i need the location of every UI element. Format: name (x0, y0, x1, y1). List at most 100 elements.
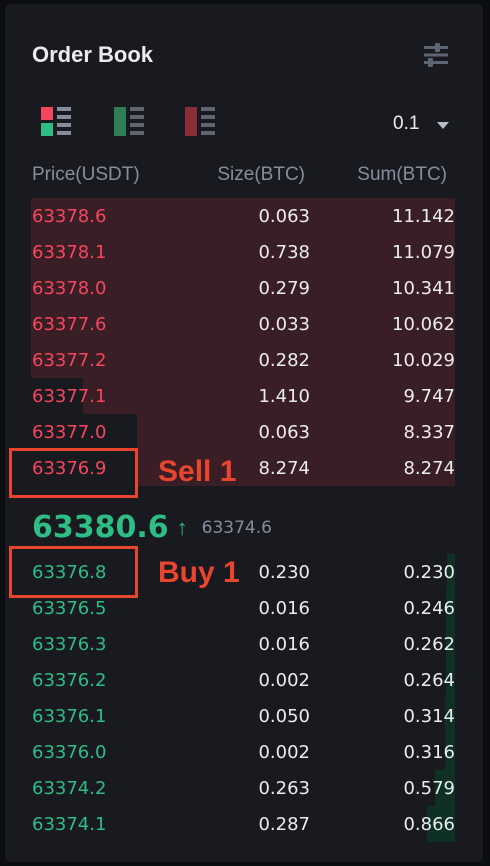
ask-size: 8.274 (258, 458, 310, 479)
layout-buy-icon[interactable] (114, 107, 144, 137)
ask-size: 0.063 (258, 206, 310, 227)
ask-row[interactable]: 63377.6 0.033 10.062 (5, 306, 483, 342)
ask-sum: 10.029 (392, 350, 455, 371)
ask-price: 63376.9 (32, 458, 107, 479)
bid-row[interactable]: 63374.1 0.287 0.866 (5, 806, 483, 842)
sell-1-label: Sell 1 (158, 455, 237, 488)
bid-size: 0.050 (258, 706, 310, 727)
ask-size: 0.033 (258, 314, 310, 335)
bid-sum: 0.230 (403, 562, 455, 583)
precision-value: 0.1 (393, 113, 420, 134)
bid-size: 0.016 (258, 634, 310, 655)
depth-bar (31, 342, 455, 378)
depth-bar (446, 626, 455, 662)
depth-bar (31, 198, 455, 234)
layout-sell-icon[interactable] (185, 107, 215, 137)
depth-bar (446, 662, 455, 698)
bid-row[interactable]: 63374.2 0.263 0.579 (5, 770, 483, 806)
depth-bar (31, 306, 455, 342)
ask-price: 63378.0 (32, 278, 107, 299)
bid-sum: 0.579 (403, 778, 455, 799)
depth-bar (445, 734, 455, 770)
bid-size: 0.016 (258, 598, 310, 619)
ask-row[interactable]: 63377.0 0.063 8.337 (5, 414, 483, 450)
ask-sum: 11.142 (392, 206, 455, 227)
bid-price: 63374.1 (32, 814, 107, 835)
bid-size: 0.287 (258, 814, 310, 835)
ask-row[interactable]: 63376.9 8.274 8.274 (5, 450, 483, 486)
depth-bar (446, 590, 455, 626)
chevron-down-icon (437, 121, 450, 129)
ask-sum: 11.079 (392, 242, 455, 263)
bid-sum: 0.866 (403, 814, 455, 835)
depth-bar (445, 698, 455, 734)
last-price: 63380.6 (32, 510, 169, 545)
ask-price: 63378.6 (32, 206, 107, 227)
bid-price: 63376.5 (32, 598, 107, 619)
bid-size: 0.002 (258, 670, 310, 691)
depth-bar (137, 414, 455, 450)
ask-price: 63377.6 (32, 314, 107, 335)
buy-1-highlight-box (9, 546, 138, 598)
ask-sum: 8.274 (403, 458, 455, 479)
ask-price: 63377.1 (32, 386, 107, 407)
mark-price: 63374.6 (201, 517, 272, 538)
ask-size: 0.282 (258, 350, 310, 371)
last-trade: 63380.6 ↑ 63374.6 (32, 510, 272, 545)
bid-sum: 0.316 (403, 742, 455, 763)
layout-both-icon[interactable] (41, 107, 71, 137)
bid-size: 0.263 (258, 778, 310, 799)
bid-sum: 0.246 (403, 598, 455, 619)
depth-bar (137, 450, 455, 486)
sliders-icon[interactable] (423, 41, 449, 69)
ask-row[interactable]: 63378.0 0.279 10.341 (5, 270, 483, 306)
bid-sum: 0.262 (403, 634, 455, 655)
bid-row[interactable]: 63376.8 0.230 0.230 (5, 554, 483, 590)
ask-size: 1.410 (258, 386, 310, 407)
depth-bar (447, 554, 455, 590)
ask-row[interactable]: 63377.1 1.410 9.747 (5, 378, 483, 414)
bid-size: 0.230 (258, 562, 310, 583)
column-header-sum: Sum(BTC) (357, 164, 447, 185)
bid-row[interactable]: 63376.5 0.016 0.246 (5, 590, 483, 626)
ask-sum: 9.747 (403, 386, 455, 407)
bid-row[interactable]: 63376.1 0.050 0.314 (5, 698, 483, 734)
buy-1-label: Buy 1 (158, 556, 240, 589)
ask-row[interactable]: 63377.2 0.282 10.029 (5, 342, 483, 378)
ask-sum: 10.341 (392, 278, 455, 299)
depth-bar (435, 770, 455, 806)
depth-bar (427, 806, 455, 842)
column-header-size: Size(BTC) (217, 164, 305, 185)
depth-bar (31, 270, 455, 306)
ask-size: 0.063 (258, 422, 310, 443)
bid-price: 63376.3 (32, 634, 107, 655)
bid-row[interactable]: 63376.3 0.016 0.262 (5, 626, 483, 662)
order-book-panel: Order Book 0.1 Price(USDT) Size(BTC) Sum… (5, 4, 483, 862)
bid-row[interactable]: 63376.2 0.002 0.264 (5, 662, 483, 698)
ask-price: 63378.1 (32, 242, 107, 263)
bid-price: 63376.2 (32, 670, 107, 691)
precision-select[interactable]: 0.1 (393, 113, 450, 135)
bid-price: 63376.1 (32, 706, 107, 727)
ask-sum: 8.337 (403, 422, 455, 443)
ask-size: 0.279 (258, 278, 310, 299)
arrow-up-icon: ↑ (176, 514, 188, 540)
bid-size: 0.002 (258, 742, 310, 763)
bid-row[interactable]: 63376.0 0.002 0.316 (5, 734, 483, 770)
ask-price: 63377.2 (32, 350, 107, 371)
panel-title: Order Book (32, 42, 154, 67)
column-header-price: Price(USDT) (32, 164, 140, 185)
ask-row[interactable]: 63378.6 0.063 11.142 (5, 198, 483, 234)
sell-1-highlight-box (9, 448, 138, 498)
depth-bar (83, 378, 455, 414)
depth-bar (31, 234, 455, 270)
ask-sum: 10.062 (392, 314, 455, 335)
bid-price: 63376.0 (32, 742, 107, 763)
bid-price: 63374.2 (32, 778, 107, 799)
ask-row[interactable]: 63378.1 0.738 11.079 (5, 234, 483, 270)
bid-price: 63376.8 (32, 562, 107, 583)
ask-size: 0.738 (258, 242, 310, 263)
bid-sum: 0.314 (403, 706, 455, 727)
bid-sum: 0.264 (403, 670, 455, 691)
ask-price: 63377.0 (32, 422, 107, 443)
